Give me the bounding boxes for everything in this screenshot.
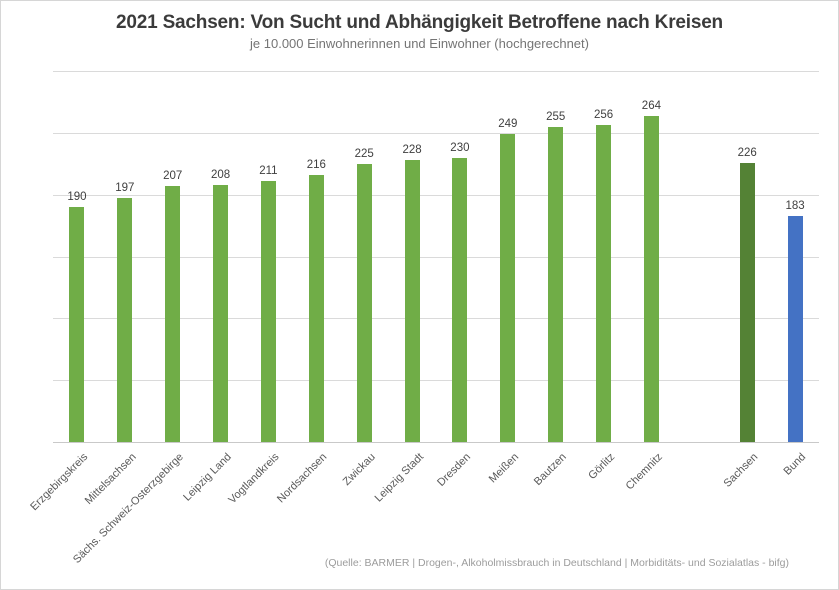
chart-title: 2021 Sachsen: Von Sucht und Abhängigkeit… bbox=[116, 12, 723, 33]
value-label-bautzen: 255 bbox=[546, 110, 566, 123]
bar-bund bbox=[787, 215, 803, 442]
bar-mittelsachsen bbox=[117, 198, 133, 442]
bar-nordsachsen bbox=[308, 174, 324, 442]
value-label-erzgebirgskreis: 190 bbox=[67, 191, 87, 203]
bar-vogtlandkreis bbox=[260, 181, 276, 442]
category-label-vogtlandkreis: Vogtlandkreis bbox=[226, 451, 282, 507]
value-label-g-rlitz: 256 bbox=[594, 109, 614, 122]
value-label-bund: 183 bbox=[785, 199, 805, 212]
gridline bbox=[53, 132, 819, 134]
bar-g-rlitz bbox=[596, 125, 612, 442]
category-label-chemnitz: Chemnitz bbox=[623, 451, 665, 493]
bar-mei-en bbox=[500, 134, 516, 442]
category-label-sachsen: Sachsen bbox=[721, 451, 761, 490]
value-label-nordsachsen: 216 bbox=[306, 158, 326, 171]
value-label-leipzig-land: 208 bbox=[211, 168, 231, 181]
bar-s-chs-schweiz-osterzgebirge bbox=[165, 186, 181, 442]
chart-subtitle: je 10.000 Einwohnerinnen und Einwohner (… bbox=[250, 36, 589, 51]
category-label-bund: Bund bbox=[781, 451, 809, 478]
value-label-leipzig-stadt: 228 bbox=[402, 144, 422, 156]
category-label-dresden: Dresden bbox=[435, 451, 474, 489]
category-label-mei-en: Meißen bbox=[486, 451, 522, 486]
category-label-bautzen: Bautzen bbox=[532, 451, 570, 489]
value-label-vogtlandkreis: 211 bbox=[259, 165, 278, 178]
category-label-nordsachsen: Nordsachsen bbox=[275, 451, 330, 506]
gridline bbox=[53, 256, 819, 258]
x-axis-line bbox=[53, 442, 819, 443]
value-label-zwickau: 225 bbox=[354, 147, 374, 160]
bar-leipzig-stadt bbox=[404, 160, 420, 442]
bar-bautzen bbox=[548, 126, 564, 442]
value-label-mittelsachsen: 197 bbox=[115, 182, 135, 195]
gridline bbox=[53, 194, 819, 196]
value-label-s-chs-schweiz-osterzgebirge: 207 bbox=[163, 170, 183, 182]
bar-chemnitz bbox=[643, 115, 659, 442]
plot-area: 190 Erzgebirgskreis 197 Mittelsachsen 207 Säc… bbox=[28, 71, 819, 566]
bar-dresden bbox=[452, 157, 468, 442]
bar-zwickau bbox=[356, 163, 372, 443]
bar-erzgebirgskreis bbox=[69, 207, 85, 442]
category-label-erzgebirgskreis: Erzgebirgskreis bbox=[28, 451, 91, 514]
value-label-mei-en: 249 bbox=[498, 118, 518, 131]
bar-leipzig-land bbox=[213, 184, 229, 442]
value-label-sachsen: 226 bbox=[737, 146, 757, 159]
bar-sachsen bbox=[739, 162, 755, 442]
value-label-dresden: 230 bbox=[450, 141, 470, 154]
gridline bbox=[53, 71, 819, 72]
category-label-leipzig-stadt: Leipzig Stadt bbox=[372, 451, 426, 505]
value-label-chemnitz: 264 bbox=[641, 99, 661, 112]
category-label-g-rlitz: Görlitz bbox=[586, 451, 618, 482]
gridline bbox=[53, 380, 819, 382]
source-note: (Quelle: BARMER | Drogen-, Alkoholmissbr… bbox=[324, 557, 789, 569]
category-label-zwickau: Zwickau bbox=[340, 451, 378, 489]
gridline bbox=[53, 318, 819, 320]
